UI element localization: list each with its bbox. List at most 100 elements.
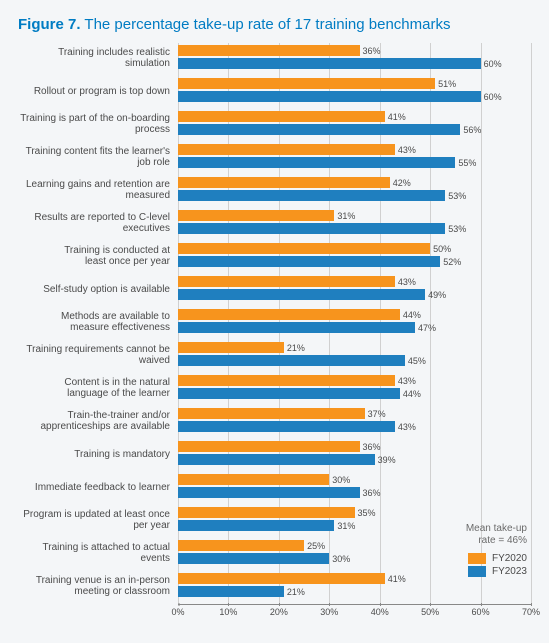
category-label: Training is mandatory: [18, 449, 178, 460]
bar-value: 31%: [334, 211, 355, 221]
bar-value: 45%: [405, 356, 426, 366]
category-label: Results are reported to C-level executiv…: [18, 212, 178, 234]
bar-fy2020: 43%: [178, 144, 395, 155]
bar-value: 30%: [329, 554, 350, 564]
bar-value: 42%: [390, 178, 411, 188]
bar-fy2020: 37%: [178, 408, 365, 419]
x-tick: 40%: [371, 607, 389, 617]
category-label: Immediate feedback to learner: [18, 482, 178, 493]
bar-fy2023: 52%: [178, 256, 440, 267]
chart-rows: Training includes realistic simulation36…: [18, 43, 531, 601]
bar-fy2020: 21%: [178, 342, 284, 353]
x-tick: 60%: [472, 607, 490, 617]
x-tick: 30%: [320, 607, 338, 617]
category-label: Program is updated at least once per yea…: [18, 509, 178, 531]
bar-value: 36%: [360, 442, 381, 452]
bar-value: 41%: [385, 112, 406, 122]
bar-value: 41%: [385, 574, 406, 584]
bar-value: 51%: [435, 79, 456, 89]
bar-value: 56%: [460, 125, 481, 135]
category-label: Self-study option is available: [18, 284, 178, 295]
chart-row: Program is updated at least once per yea…: [18, 505, 531, 535]
bar-value: 60%: [481, 59, 502, 69]
legend: Mean take-uprate = 46% FY2020FY2023: [466, 523, 527, 577]
bar-value: 35%: [355, 508, 376, 518]
bar-value: 25%: [304, 541, 325, 551]
bar-fy2020: 44%: [178, 309, 400, 320]
bar-fy2020: 31%: [178, 210, 334, 221]
bar-value: 50%: [430, 244, 451, 254]
axis-spacer: [18, 604, 178, 624]
chart-row: Rollout or program is top down51%60%: [18, 76, 531, 106]
category-label: Learning gains and retention are measure…: [18, 179, 178, 201]
bar-value: 53%: [445, 224, 466, 234]
bar-fy2023: 53%: [178, 190, 445, 201]
bar-fy2020: 25%: [178, 540, 304, 551]
plot-cell: 43% 55%: [178, 142, 531, 172]
figure-panel: Figure 7. The percentage take-up rate of…: [0, 0, 549, 643]
bar-value: 55%: [455, 158, 476, 168]
bar-fy2023: 31%: [178, 520, 334, 531]
plot-cell: 43%49%: [178, 274, 531, 304]
category-label: Train-the-trainer and/orapprenticeships …: [18, 410, 178, 432]
bar-fy2023: 60%: [178, 58, 481, 69]
plot-cell: 43%44%: [178, 373, 531, 403]
chart-row: Immediate feedback to learner30%36%: [18, 472, 531, 502]
plot-cell: 21% 45%: [178, 340, 531, 370]
x-ticks: 0%10%20%30%40%50%60%70%: [178, 604, 531, 624]
bar-value: 21%: [284, 343, 305, 353]
chart-row: Content is in the naturallanguage of the…: [18, 373, 531, 403]
bar-fy2023: 36%: [178, 487, 360, 498]
figure-title-text: The percentage take-up rate of 17 traini…: [84, 16, 450, 33]
category-label: Rollout or program is top down: [18, 86, 178, 97]
plot-cell: 30%36%: [178, 472, 531, 502]
chart-row: Training is part of the on-boarding proc…: [18, 109, 531, 139]
chart-row: Training includes realistic simulation36…: [18, 43, 531, 73]
x-axis: 0%10%20%30%40%50%60%70%: [18, 604, 531, 624]
legend-swatch: [468, 566, 486, 577]
category-label: Training is attached to actual events: [18, 542, 178, 564]
plot-cell: 41% 56%: [178, 109, 531, 139]
bar-value: 44%: [400, 310, 421, 320]
bar-value: 52%: [440, 257, 461, 267]
legend-label: FY2020: [492, 553, 527, 564]
bar-fy2020: 36%: [178, 441, 360, 452]
bar-value: 30%: [329, 475, 350, 485]
bar-value: 44%: [400, 389, 421, 399]
bar-fy2023: 21%: [178, 586, 284, 597]
plot-cell: 51% 60%: [178, 76, 531, 106]
plot-cell: 31% 53%: [178, 208, 531, 238]
bar-fy2023: 49%: [178, 289, 425, 300]
bar-value: 37%: [365, 409, 386, 419]
bar-fy2023: 30%: [178, 553, 329, 564]
bar-fy2020: 36%: [178, 45, 360, 56]
bar-fy2020: 41%: [178, 573, 385, 584]
category-label: Training includes realistic simulation: [18, 47, 178, 69]
chart-row: Training venue is an in-personmeeting or…: [18, 571, 531, 601]
bar-fy2020: 51%: [178, 78, 435, 89]
chart-row: Training is conducted atleast once per y…: [18, 241, 531, 271]
bar-fy2023: 60%: [178, 91, 481, 102]
legend-label: FY2023: [492, 566, 527, 577]
bar-fy2020: 43%: [178, 276, 395, 287]
figure-title: Figure 7. The percentage take-up rate of…: [18, 16, 531, 33]
category-label: Training venue is an in-personmeeting or…: [18, 575, 178, 597]
x-tick: 70%: [522, 607, 540, 617]
chart-row: Training is attached to actual events25%…: [18, 538, 531, 568]
bar-fy2023: 44%: [178, 388, 400, 399]
chart-row: Train-the-trainer and/orapprenticeships …: [18, 406, 531, 436]
legend-swatch: [468, 553, 486, 564]
bar-value: 60%: [481, 92, 502, 102]
category-label: Training is conducted atleast once per y…: [18, 245, 178, 267]
chart-row: Training content fits the learner's job …: [18, 142, 531, 172]
plot-cell: 36%39%: [178, 439, 531, 469]
plot-cell: 37%43%: [178, 406, 531, 436]
figure-label: Figure 7.: [18, 16, 81, 33]
x-tick: 10%: [219, 607, 237, 617]
plot-cell: 42%53%: [178, 175, 531, 205]
x-tick: 20%: [270, 607, 288, 617]
bar-value: 43%: [395, 145, 416, 155]
chart-row: Training requirements cannot be waived21…: [18, 340, 531, 370]
legend-items: FY2020 FY2023: [466, 553, 527, 577]
bar-fy2023: 56%: [178, 124, 460, 135]
